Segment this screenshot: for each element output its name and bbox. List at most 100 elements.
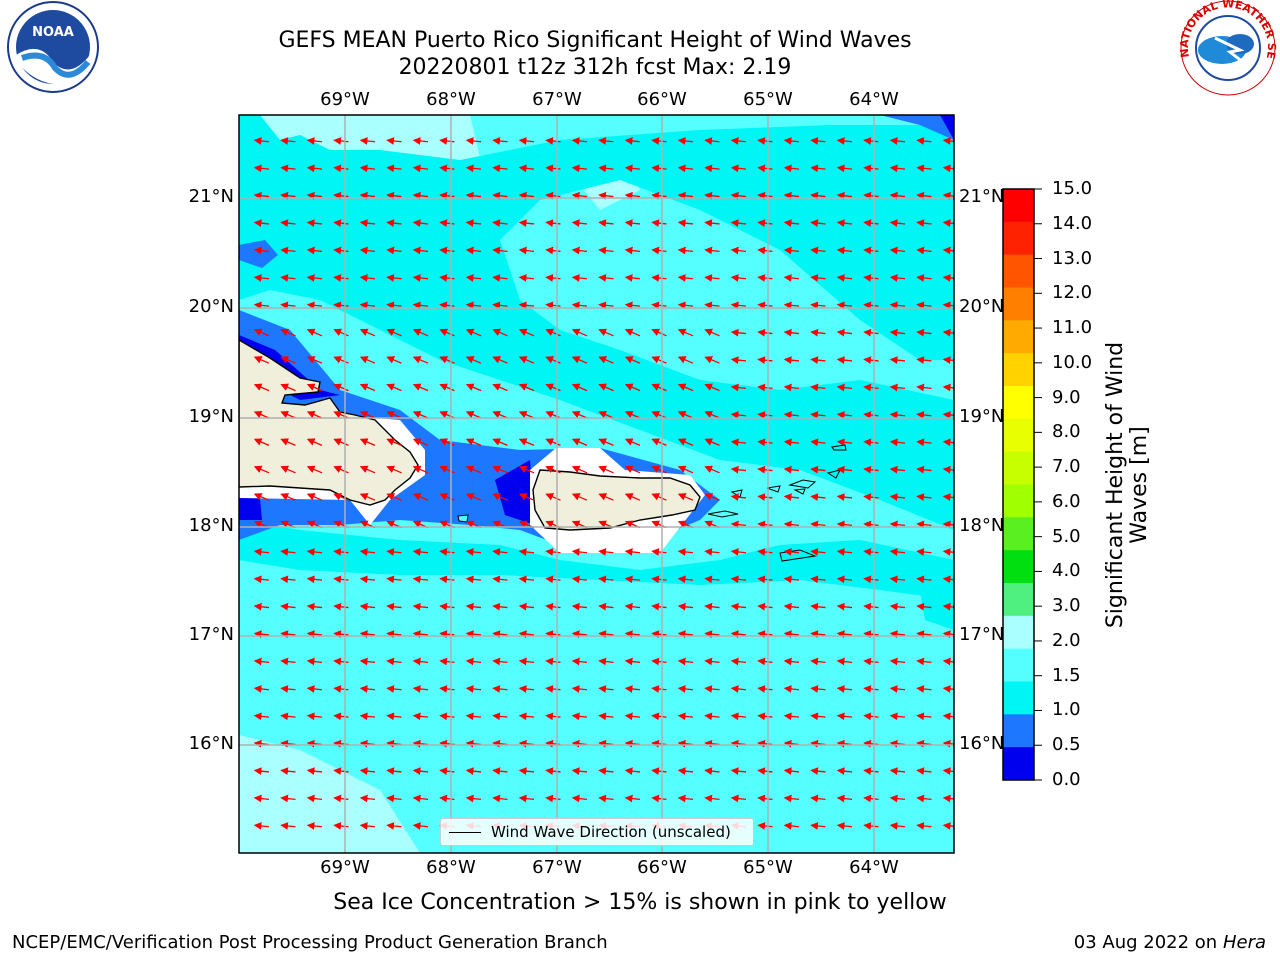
- wind-arrow: [518, 410, 535, 419]
- wind-arrow: [439, 164, 455, 173]
- wind-arrow: [677, 328, 694, 337]
- wind-arrow: [545, 137, 561, 145]
- wind-arrow: [386, 712, 402, 721]
- map-legend: Wind Wave Direction (unscaled): [440, 818, 754, 846]
- wind-arrow: [412, 465, 429, 474]
- wind-arrow: [836, 822, 853, 830]
- wind-arrow: [810, 520, 826, 529]
- wind-arrow: [386, 602, 402, 611]
- wind-arrow: [916, 191, 932, 200]
- wind-arrow: [545, 767, 561, 776]
- wind-arrow: [598, 712, 614, 721]
- wind-arrow: [545, 219, 561, 228]
- wind-arrow: [942, 191, 954, 200]
- wind-arrow: [518, 685, 535, 693]
- wind-arrow: [465, 575, 482, 584]
- wind-arrow: [651, 410, 667, 419]
- wind-arrow: [598, 137, 614, 145]
- wind-arrow: [889, 520, 906, 529]
- wind-arrow: [889, 356, 906, 365]
- deep-blue-region-mona: [495, 460, 535, 525]
- wind-arrow: [439, 219, 455, 228]
- wind-arrow: [730, 438, 747, 447]
- wind-arrow: [518, 191, 535, 200]
- wind-arrow: [359, 191, 376, 200]
- wind-arrow: [571, 410, 588, 419]
- wind-arrow: [783, 438, 800, 447]
- wind-arrow: [863, 246, 879, 255]
- wind-arrow: [598, 657, 614, 666]
- wind-arrow: [651, 191, 667, 200]
- wind-arrow: [624, 328, 641, 337]
- wind-arrow: [492, 657, 508, 666]
- wind-arrow: [280, 219, 296, 228]
- wind-arrow: [386, 465, 402, 474]
- wind-arrow: [677, 630, 694, 639]
- wind-arrow: [783, 137, 800, 145]
- wind-arrow: [333, 548, 349, 556]
- wind-arrow: [916, 465, 932, 474]
- wind-arrow: [598, 274, 614, 282]
- wind-arrow: [757, 520, 773, 529]
- wind-arrow: [704, 493, 720, 501]
- wind-arrow: [492, 767, 508, 776]
- wind-arrow: [598, 575, 614, 584]
- wind-arrow: [492, 301, 508, 310]
- wind-arrow: [518, 712, 535, 721]
- wind-arrow: [518, 219, 535, 228]
- wind-arrow: [836, 411, 853, 419]
- wind-arrow: [412, 356, 429, 364]
- wind-arrow: [783, 822, 800, 830]
- wind-arrow: [386, 575, 402, 584]
- wind-arrow: [916, 219, 932, 228]
- wind-arrow: [624, 164, 641, 173]
- wind-arrow: [253, 685, 270, 693]
- wind-arrow: [624, 657, 641, 666]
- wind-arrow: [942, 657, 954, 666]
- wind-arrow: [306, 301, 323, 310]
- wind-arrow: [651, 219, 667, 228]
- wind-arrow: [757, 630, 773, 639]
- wind-arrow: [810, 767, 826, 776]
- lat-label-left: 17°N: [188, 624, 234, 645]
- wind-arrow: [492, 164, 508, 173]
- wind-arrow: [677, 685, 694, 693]
- wind-arrow: [571, 657, 588, 666]
- wind-arrow: [624, 602, 641, 611]
- wind-arrow: [916, 657, 932, 666]
- wind-arrow: [916, 685, 932, 693]
- wind-arrow: [571, 164, 588, 173]
- wind-arrow: [306, 685, 323, 693]
- wind-arrow: [280, 465, 296, 474]
- wind-arrow: [465, 356, 482, 364]
- wind-arrow: [863, 685, 879, 693]
- wind-arrow: [916, 383, 932, 392]
- wind-arrow: [359, 356, 376, 364]
- colorbar-segment: [1003, 287, 1034, 321]
- wind-arrow: [386, 630, 402, 639]
- wind-arrow: [863, 822, 879, 830]
- wind-arrow: [677, 712, 694, 721]
- wind-arrow: [730, 520, 747, 529]
- wind-arrow: [571, 465, 588, 474]
- wind-arrow: [863, 575, 879, 584]
- wind-arrow: [889, 438, 906, 447]
- noaa-logo: NOAA: [7, 1, 99, 93]
- lat-label-right: 21°N: [959, 186, 1005, 207]
- wind-arrow: [492, 328, 508, 337]
- wind-arrow: [359, 602, 376, 611]
- wind-arrow: [412, 630, 429, 639]
- wind-arrow: [916, 137, 932, 145]
- wind-arrow: [386, 438, 402, 446]
- wind-arrow: [359, 438, 376, 446]
- wind-arrow: [359, 328, 376, 337]
- wind-arrow: [333, 575, 349, 584]
- wind-arrow: [439, 548, 455, 556]
- wind-arrow: [492, 575, 508, 584]
- wind-arrow: [836, 712, 853, 721]
- wind-arrow: [333, 356, 349, 364]
- colorbar-tick-label: 2.0: [1052, 629, 1081, 651]
- wind-arrow: [863, 356, 879, 365]
- wind-arrow: [757, 164, 773, 173]
